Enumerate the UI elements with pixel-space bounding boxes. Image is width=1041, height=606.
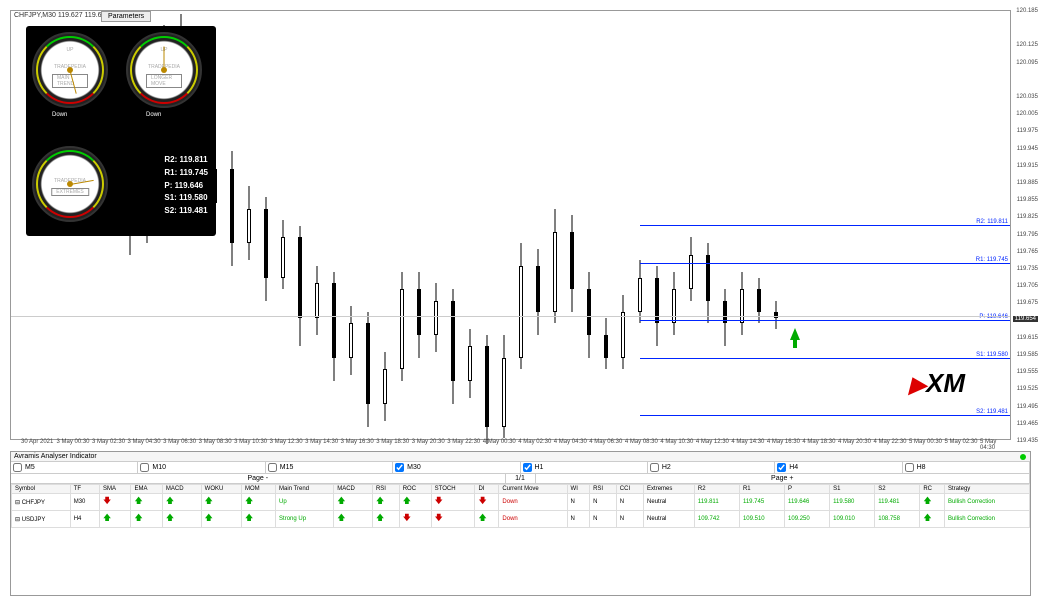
timeframe-H1[interactable]: H1 xyxy=(521,462,648,473)
status-dot-icon xyxy=(1020,454,1026,460)
timeframe-H2[interactable]: H2 xyxy=(648,462,775,473)
analyser-panel: Avramis Analyser Indicator M5M10M15M30H1… xyxy=(10,451,1031,596)
up-arrow-icon xyxy=(790,328,800,340)
timeframe-checkbox[interactable] xyxy=(268,463,277,472)
column-header[interactable]: P xyxy=(785,485,830,494)
timeframe-M30[interactable]: M30 xyxy=(393,462,520,473)
gauge: UPTRADEPEDIALONGER MOVE xyxy=(126,32,202,108)
column-header[interactable]: MACD xyxy=(334,485,373,494)
timeframe-checkbox[interactable] xyxy=(395,463,404,472)
column-header[interactable]: MACD xyxy=(162,485,201,494)
timeframe-checkbox[interactable] xyxy=(140,463,149,472)
column-header[interactable]: RC xyxy=(920,485,945,494)
column-header[interactable]: S2 xyxy=(875,485,920,494)
page-indicator: 1/1 xyxy=(506,474,536,483)
column-header[interactable]: STOCH xyxy=(431,485,475,494)
column-header[interactable]: Symbol xyxy=(12,485,71,494)
column-header[interactable]: Current Move xyxy=(499,485,567,494)
column-header[interactable]: TF xyxy=(70,485,99,494)
parameters-button[interactable]: Parameters xyxy=(101,11,151,22)
column-header[interactable]: RSI xyxy=(372,485,399,494)
column-header[interactable]: CCI xyxy=(616,485,643,494)
pivot-readout: R2: 119.811R1: 119.745P: 119.646S1: 119.… xyxy=(164,154,208,218)
page-next-button[interactable]: Page + xyxy=(536,474,1031,483)
column-header[interactable]: EMA xyxy=(131,485,162,494)
column-header[interactable]: WOKU xyxy=(201,485,241,494)
timeframe-checkbox[interactable] xyxy=(650,463,659,472)
y-axis: 120.185120.125120.095120.035120.005119.9… xyxy=(1010,11,1038,439)
xm-logo: XM xyxy=(909,368,965,399)
column-header[interactable]: WI xyxy=(567,485,590,494)
column-header[interactable]: ROC xyxy=(399,485,431,494)
page-prev-button[interactable]: Page - xyxy=(11,474,506,483)
price-line xyxy=(11,316,1010,317)
page-row: Page - 1/1 Page + xyxy=(11,474,1030,484)
timeframe-checkbox[interactable] xyxy=(905,463,914,472)
gauge: TRADEPEDIAEXTREMES xyxy=(32,146,108,222)
column-header[interactable]: SMA xyxy=(100,485,131,494)
column-header[interactable]: Extremes xyxy=(644,485,695,494)
timeframe-row: M5M10M15M30H1H2H4H8 xyxy=(11,462,1030,474)
timeframe-M5[interactable]: M5 xyxy=(11,462,138,473)
price-chart[interactable]: CHFJPY,M30 119.627 119.654 119.6 Paramet… xyxy=(10,10,1011,440)
timeframe-checkbox[interactable] xyxy=(523,463,532,472)
timeframe-H8[interactable]: H8 xyxy=(903,462,1030,473)
timeframe-M15[interactable]: M15 xyxy=(266,462,393,473)
table-row[interactable]: ⊟ CHFJPYM30🡇🡅🡅🡅🡅Up🡅🡅🡅🡇🡇DownNNNNeutral119… xyxy=(12,494,1030,511)
indicator-panel: UPTRADEPEDIAMAIN TRENDDownUPTRADEPEDIALO… xyxy=(26,26,216,236)
timeframe-checkbox[interactable] xyxy=(777,463,786,472)
analyser-title: Avramis Analyser Indicator xyxy=(11,452,1030,462)
analyser-table: SymbolTFSMAEMAMACDWOKUMOMMain TrendMACDR… xyxy=(11,484,1030,528)
column-header[interactable]: R1 xyxy=(739,485,784,494)
timeframe-checkbox[interactable] xyxy=(13,463,22,472)
column-header[interactable]: S1 xyxy=(830,485,875,494)
gauge: UPTRADEPEDIAMAIN TREND xyxy=(32,32,108,108)
timeframe-M10[interactable]: M10 xyxy=(138,462,265,473)
x-axis: 30 Apr 20213 May 00:303 May 02:303 May 0… xyxy=(11,439,1010,449)
column-header[interactable]: Main Trend xyxy=(276,485,334,494)
column-header[interactable]: RSI xyxy=(590,485,617,494)
column-header[interactable]: Strategy xyxy=(944,485,1029,494)
column-header[interactable]: R2 xyxy=(694,485,739,494)
table-row[interactable]: ⊟ USDJPYH4🡅🡅🡅🡅🡅Strong Up🡅🡅🡇🡇🡅DownNNNNeut… xyxy=(12,511,1030,528)
column-header[interactable]: DI xyxy=(475,485,499,494)
timeframe-H4[interactable]: H4 xyxy=(775,462,902,473)
current-price-tag: 119.654 xyxy=(1013,316,1038,322)
column-header[interactable]: MOM xyxy=(242,485,276,494)
